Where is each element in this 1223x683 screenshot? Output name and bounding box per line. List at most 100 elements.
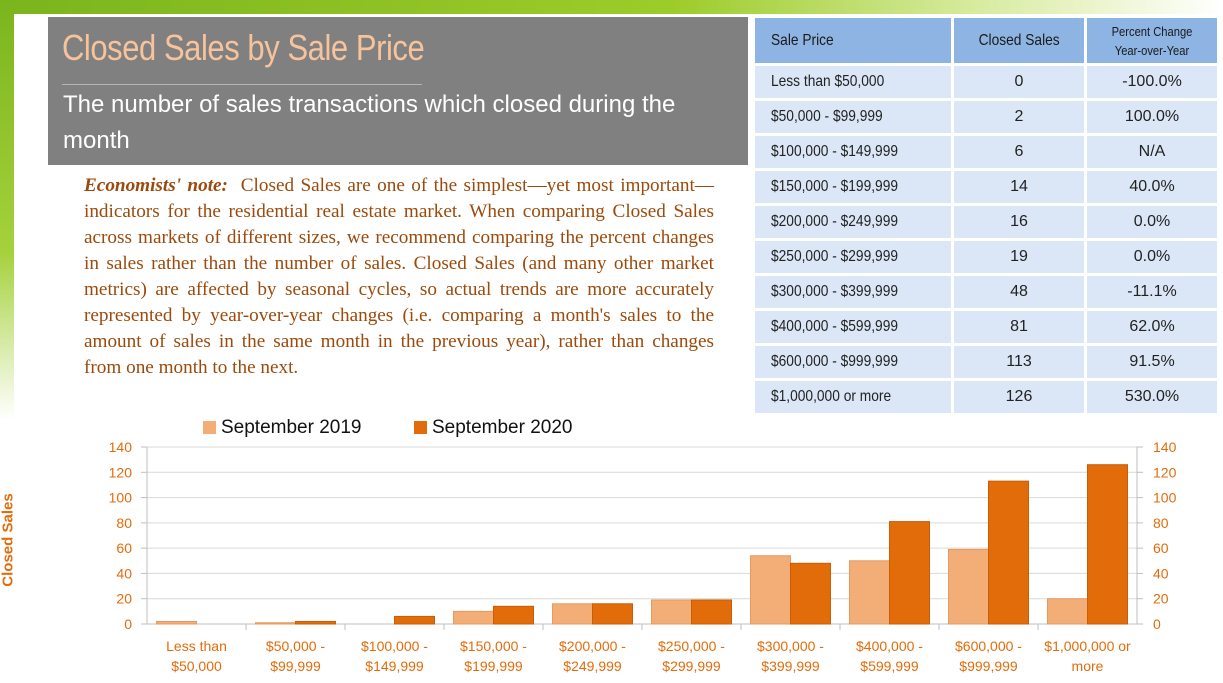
cell-percent-change: 62.0% bbox=[1087, 311, 1217, 343]
cell-closed-sales: 19 bbox=[954, 241, 1084, 273]
table-row: $250,000 - $299,999 19 0.0% bbox=[755, 241, 1217, 273]
bar-2019 bbox=[453, 610, 494, 625]
y-tick-label-left: 0 bbox=[124, 616, 132, 632]
legend-item-2020: September 2020 bbox=[414, 417, 573, 439]
bar-2020 bbox=[493, 605, 534, 625]
bar-2020 bbox=[592, 603, 633, 625]
cell-percent-change: 0.0% bbox=[1087, 206, 1217, 238]
bar-2020 bbox=[295, 620, 336, 625]
x-tick-label: $299,999 bbox=[662, 658, 721, 674]
table-row: $200,000 - $249,999 16 0.0% bbox=[755, 206, 1217, 238]
legend-label-2019: September 2019 bbox=[221, 417, 362, 438]
x-tick-label: $200,000 - bbox=[559, 638, 626, 654]
cell-closed-sales: 113 bbox=[954, 346, 1084, 378]
bar-2019 bbox=[849, 560, 890, 625]
table-row: $150,000 - $199,999 14 40.0% bbox=[755, 171, 1217, 203]
table-row: $300,000 - $399,999 48 -11.1% bbox=[755, 276, 1217, 308]
note-label: Economists' note: bbox=[84, 175, 228, 196]
cell-closed-sales: 14 bbox=[954, 171, 1084, 203]
title-panel: Closed Sales by Sale Price The number of… bbox=[48, 17, 748, 165]
legend-label-2020: September 2020 bbox=[432, 417, 573, 438]
title-underline bbox=[62, 84, 422, 85]
table-row: $400,000 - $599,999 81 62.0% bbox=[755, 311, 1217, 343]
cell-closed-sales: 81 bbox=[954, 311, 1084, 343]
cell-percent-change: 91.5% bbox=[1087, 346, 1217, 378]
cell-closed-sales: 2 bbox=[954, 101, 1084, 133]
table-row: $100,000 - $149,999 6 N/A bbox=[755, 136, 1217, 168]
bar-2019 bbox=[156, 620, 197, 625]
table-row: $50,000 - $99,999 2 100.0% bbox=[755, 101, 1217, 133]
x-tick-label: $50,000 - bbox=[266, 638, 325, 654]
x-tick-label: Less than bbox=[166, 638, 227, 654]
cell-sale-price: $150,000 - $199,999 bbox=[755, 171, 951, 203]
cell-sale-price: $100,000 - $149,999 bbox=[755, 136, 951, 168]
bar-2020 bbox=[988, 480, 1029, 625]
y-tick-label-left: 40 bbox=[116, 565, 132, 581]
x-tick-label: $600,000 - bbox=[955, 638, 1022, 654]
cell-percent-change: 40.0% bbox=[1087, 171, 1217, 203]
table-row: $1,000,000 or more 126 530.0% bbox=[755, 381, 1217, 413]
cell-percent-change: 0.0% bbox=[1087, 241, 1217, 273]
cell-percent-change: N/A bbox=[1087, 136, 1217, 168]
y-tick-label-left: 80 bbox=[116, 515, 132, 531]
note-text: Closed Sales are one of the simplest—yet… bbox=[84, 175, 715, 378]
bar-2019 bbox=[1047, 598, 1088, 625]
y-tick-label-right: 80 bbox=[1153, 515, 1169, 531]
x-tick-label: more bbox=[1072, 658, 1104, 674]
table-row: Less than $50,000 0 -100.0% bbox=[755, 66, 1217, 98]
x-tick-label: $1,000,000 or bbox=[1044, 638, 1131, 654]
x-tick-label: $599,999 bbox=[860, 658, 919, 674]
cell-sale-price: $300,000 - $399,999 bbox=[755, 276, 951, 308]
bar-2020 bbox=[790, 562, 831, 625]
y-tick-label-right: 40 bbox=[1153, 565, 1169, 581]
y-tick-label-left: 120 bbox=[109, 464, 133, 480]
bar-2020 bbox=[1087, 464, 1128, 625]
sales-table: Sale Price Closed Sales Percent Change Ye… bbox=[752, 15, 1220, 416]
x-tick-label: $250,000 - bbox=[658, 638, 725, 654]
header-percent-change: Percent Change Year-over-Year bbox=[1087, 18, 1217, 63]
cell-percent-change: 100.0% bbox=[1087, 101, 1217, 133]
y-tick-label-left: 60 bbox=[116, 540, 132, 556]
cell-percent-change: -100.0% bbox=[1087, 66, 1217, 98]
cell-sale-price: $1,000,000 or more bbox=[755, 381, 951, 413]
y-tick-label-right: 100 bbox=[1153, 490, 1177, 506]
y-tick-label-left: 20 bbox=[116, 591, 132, 607]
x-tick-label: $300,000 - bbox=[757, 638, 824, 654]
top-accent-bar bbox=[0, 0, 1223, 14]
cell-closed-sales: 6 bbox=[954, 136, 1084, 168]
cell-percent-change: 530.0% bbox=[1087, 381, 1217, 413]
economists-note: Economists' note: Closed Sales are one o… bbox=[84, 173, 714, 381]
y-tick-label-right: 20 bbox=[1153, 591, 1169, 607]
bar-2020 bbox=[691, 599, 732, 625]
x-tick-label: $400,000 - bbox=[856, 638, 923, 654]
x-tick-label: $999,999 bbox=[959, 658, 1018, 674]
cell-sale-price: $50,000 - $99,999 bbox=[755, 101, 951, 133]
bar-2019 bbox=[750, 555, 791, 625]
bar-2019 bbox=[552, 603, 593, 625]
table-header-row: Sale Price Closed Sales Percent Change Ye… bbox=[755, 18, 1217, 63]
page-title: Closed Sales by Sale Price bbox=[62, 27, 425, 68]
cell-closed-sales: 48 bbox=[954, 276, 1084, 308]
x-tick-label: $249,999 bbox=[563, 658, 622, 674]
x-tick-label: $149,999 bbox=[365, 658, 424, 674]
bar-2019 bbox=[255, 622, 296, 625]
y-tick-label-left: 100 bbox=[109, 490, 133, 506]
cell-sale-price: Less than $50,000 bbox=[755, 66, 951, 98]
x-tick-label: $50,000 bbox=[171, 658, 222, 674]
legend-swatch-2020 bbox=[414, 421, 427, 434]
table-row: $600,000 - $999,999 113 91.5% bbox=[755, 346, 1217, 378]
bar-2020 bbox=[394, 615, 435, 625]
cell-closed-sales: 16 bbox=[954, 206, 1084, 238]
header-closed-sales: Closed Sales bbox=[954, 18, 1084, 63]
x-tick-label: $199,999 bbox=[464, 658, 523, 674]
header-sale-price: Sale Price bbox=[755, 18, 951, 63]
cell-percent-change: -11.1% bbox=[1087, 276, 1217, 308]
legend-item-2019: September 2019 bbox=[203, 417, 362, 439]
y-tick-label-right: 140 bbox=[1153, 439, 1177, 455]
cell-sale-price: $250,000 - $299,999 bbox=[755, 241, 951, 273]
bar-2019 bbox=[651, 599, 692, 625]
bar-2020 bbox=[889, 521, 930, 625]
cell-sale-price: $200,000 - $249,999 bbox=[755, 206, 951, 238]
x-tick-label: $399,999 bbox=[761, 658, 820, 674]
